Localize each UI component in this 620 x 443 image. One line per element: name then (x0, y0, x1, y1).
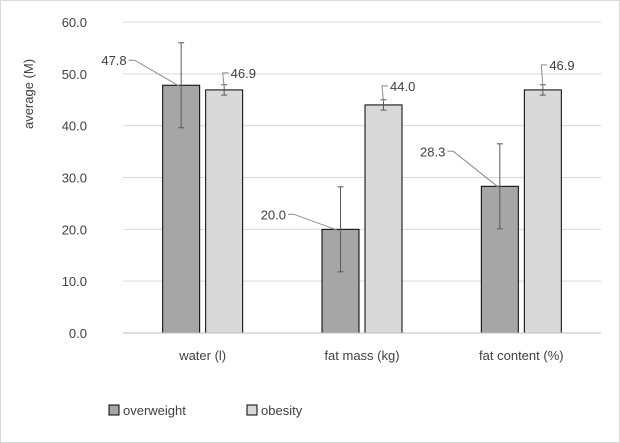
y-axis-ticks: 0.0 10.0 20.0 30.0 40.0 50.0 60.0 (62, 15, 87, 341)
data-label: 44.0 (390, 79, 415, 94)
data-label-leader (381, 85, 388, 102)
data-label: 20.0 (261, 207, 286, 222)
y-axis-label: average (M) (21, 59, 36, 129)
y-tick-label: 10.0 (62, 274, 87, 289)
y-tick-label: 20.0 (62, 222, 87, 237)
legend-swatch (246, 404, 258, 416)
bar (205, 89, 244, 334)
data-label: 46.9 (549, 58, 574, 73)
legend-swatch (108, 404, 120, 416)
x-category-label: fat content (%) (479, 348, 564, 363)
legend-label: obesity (261, 403, 303, 418)
bar (523, 89, 562, 334)
data-label-leader (222, 72, 229, 87)
y-tick-label: 40.0 (62, 119, 87, 134)
bars: 47.8 46.9 20.0 44.0 28.3 46.9 (101, 42, 575, 334)
bar (364, 104, 403, 334)
gridlines (123, 21, 601, 282)
data-label-leader (288, 213, 341, 232)
y-tick-label: 50.0 (62, 67, 87, 82)
legend-label: overweight (123, 403, 186, 418)
x-category-label: water (l) (178, 348, 226, 363)
data-label-leader (540, 64, 548, 87)
category-labels: water (l) fat mass (kg) fat content (%) (178, 348, 563, 363)
y-tick-label: 30.0 (62, 171, 87, 186)
x-category-label: fat mass (kg) (324, 348, 399, 363)
data-label: 28.3 (420, 144, 445, 159)
y-tick-label: 60.0 (62, 15, 87, 30)
legend: overweight obesity (108, 403, 303, 418)
y-tick-label: 0.0 (69, 326, 87, 341)
data-label: 46.9 (231, 66, 256, 81)
data-label-leader (447, 150, 501, 189)
data-label-leader (128, 59, 182, 88)
data-label: 47.8 (101, 53, 126, 68)
